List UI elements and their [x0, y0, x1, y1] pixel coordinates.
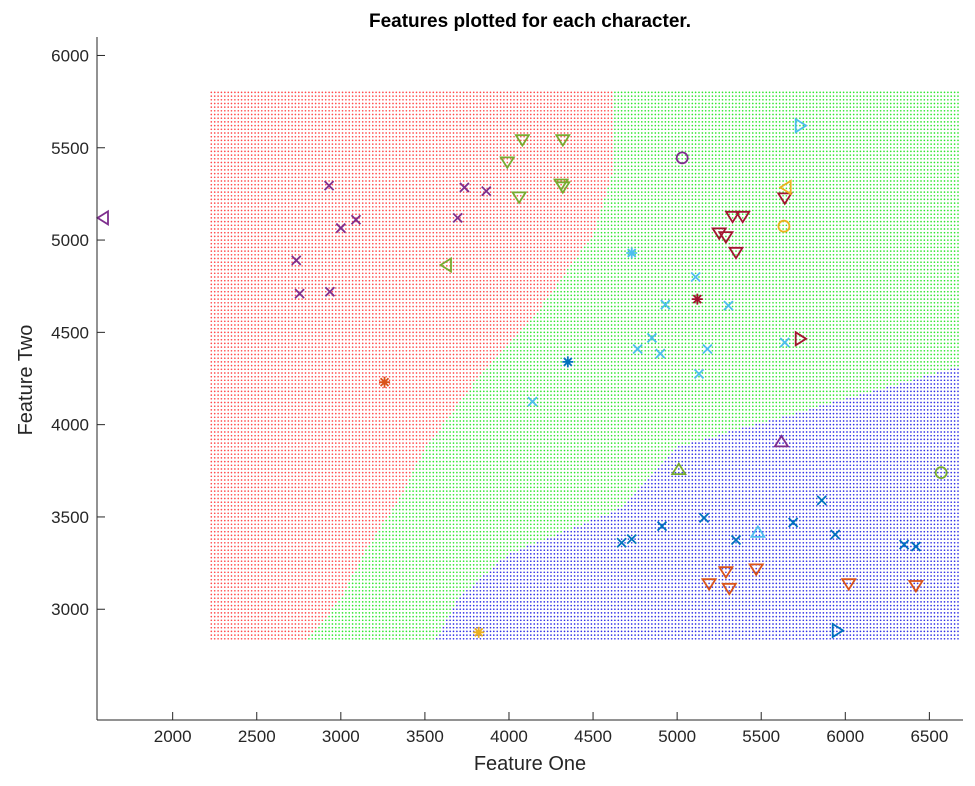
- data-point-triangle-down: [748, 563, 765, 577]
- data-point-triangle-down: [907, 580, 925, 594]
- data-point-x: [335, 222, 346, 234]
- data-point-x: [527, 396, 538, 407]
- data-point-x: [632, 343, 643, 355]
- data-point-x: [452, 212, 463, 224]
- x-tick-label: 6000: [826, 727, 864, 746]
- chart-title: Features plotted for each character.: [369, 11, 691, 32]
- x-tick-label: 5500: [742, 727, 780, 746]
- data-point-circle: [777, 219, 791, 233]
- data-point-x: [816, 495, 827, 506]
- x-tick-label: 4500: [574, 727, 612, 746]
- data-point-triangle-up: [670, 462, 687, 476]
- data-point-triangle-up: [749, 524, 767, 538]
- data-point-star: [473, 626, 485, 638]
- data-point-triangle-left: [778, 179, 792, 196]
- data-point-triangle-down: [717, 231, 735, 245]
- data-point-triangle-left: [438, 256, 452, 274]
- data-point-x: [702, 343, 713, 355]
- data-point-circle: [934, 466, 948, 480]
- data-point-triangle-down: [717, 566, 735, 580]
- decision-region-grid: [210, 91, 959, 640]
- y-tick-label: 6000: [51, 46, 89, 65]
- data-point-x: [459, 182, 470, 193]
- data-point-x: [660, 299, 671, 310]
- data-point-x: [626, 533, 637, 545]
- data-point-triangle-down: [724, 210, 741, 224]
- x-tick-label: 2000: [154, 727, 192, 746]
- x-tick-label: 5000: [658, 727, 696, 746]
- x-tick-label: 3500: [406, 727, 444, 746]
- data-point-star: [626, 247, 638, 259]
- data-point-triangle-down: [721, 582, 738, 596]
- y-ticks: 3000 3500 4000 4500 5000 5500 6000: [51, 46, 105, 619]
- data-point-star: [379, 376, 391, 388]
- data-point-star: [691, 293, 703, 305]
- data-point-x: [730, 534, 742, 546]
- data-point-triangle-down: [700, 578, 718, 592]
- data-point-triangle-down: [734, 210, 751, 224]
- x-tick-label: 2500: [238, 727, 276, 746]
- data-point-triangle-down: [727, 246, 745, 260]
- data-point-x: [910, 541, 922, 552]
- x-tick-label: 6500: [910, 727, 948, 746]
- data-point-triangle-down: [499, 156, 516, 170]
- data-point-triangle-down: [554, 134, 571, 148]
- data-point-triangle-down: [514, 134, 531, 148]
- data-point-x: [616, 537, 627, 548]
- x-axis-label: Feature One: [474, 753, 586, 775]
- region-green-dots: [308, 91, 959, 640]
- data-point-triangle-right: [831, 622, 845, 639]
- data-point-triangle-down: [554, 181, 571, 195]
- x-ticks: 2000 2500 3000 3500 4000 4500 5000 5500 6000 6500: [154, 712, 948, 746]
- data-point-x: [646, 332, 658, 344]
- data-point-triangle-down: [840, 578, 857, 592]
- data-point-x: [350, 214, 362, 225]
- data-point-triangle-left: [95, 209, 109, 227]
- data-point-triangle-right: [794, 330, 808, 347]
- data-point-x: [690, 271, 701, 283]
- x-tick-label: 3000: [322, 727, 360, 746]
- data-point-triangle-up: [773, 434, 790, 448]
- data-point-x: [294, 288, 305, 299]
- data-point-x: [291, 255, 302, 266]
- data-point-x: [779, 337, 790, 348]
- y-axis-label: Feature Two: [15, 325, 37, 436]
- data-point-triangle-right: [794, 117, 808, 134]
- x-tick-label: 4000: [490, 727, 528, 746]
- data-point-star: [562, 356, 574, 368]
- data-point-x: [788, 517, 799, 528]
- data-point-triangle-down: [711, 227, 728, 241]
- y-tick-label: 3000: [51, 600, 89, 619]
- data-point-triangle-down: [776, 192, 793, 206]
- data-point-x: [693, 368, 705, 380]
- data-point-x: [481, 185, 492, 197]
- y-tick-label: 4500: [51, 323, 89, 342]
- data-point-triangle-down: [510, 191, 528, 205]
- data-points: [95, 117, 948, 639]
- data-point-x: [830, 529, 841, 540]
- data-point-x: [899, 539, 910, 550]
- y-tick-label: 3500: [51, 508, 89, 527]
- data-point-x: [698, 512, 710, 524]
- data-point-x: [324, 286, 336, 297]
- y-tick-label: 5500: [51, 139, 89, 158]
- axes: [96, 37, 963, 721]
- data-point-x: [323, 180, 335, 191]
- region-red-dots: [210, 91, 613, 640]
- data-point-x: [656, 521, 668, 532]
- data-point-circle: [675, 151, 689, 165]
- data-point-x: [723, 300, 734, 311]
- y-tick-label: 5000: [51, 231, 89, 250]
- data-point-x: [655, 348, 666, 359]
- region-blue-dots: [435, 368, 959, 640]
- y-tick-label: 4000: [51, 416, 89, 435]
